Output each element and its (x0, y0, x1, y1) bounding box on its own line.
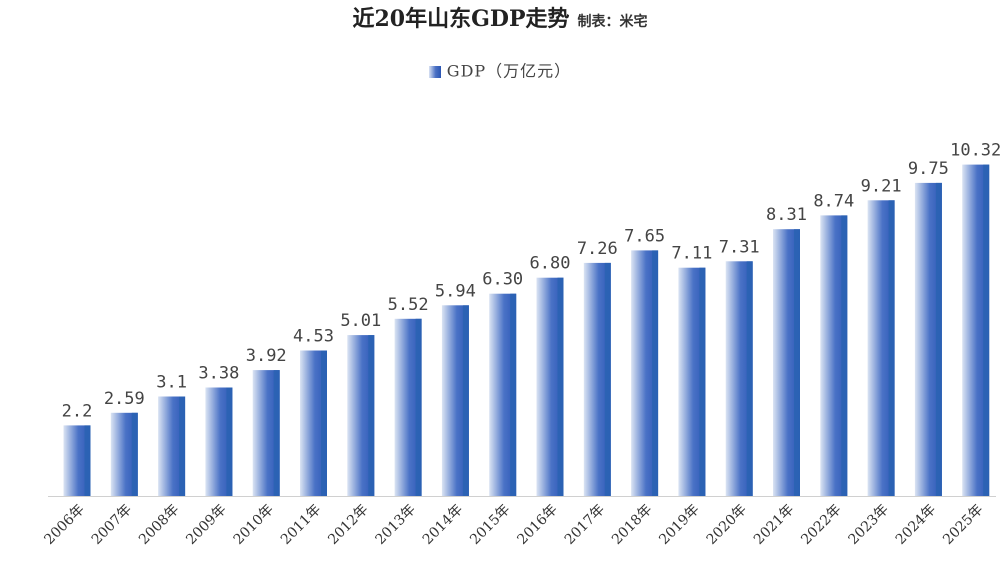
tick-label-2007年: 2007年 (89, 502, 135, 548)
value-label-2012年: 5.01 (340, 311, 381, 331)
tick-label-2016年: 2016年 (514, 502, 560, 548)
tick-label-2015年: 2015年 (467, 502, 513, 548)
chart-subtitle: 制表：米宅 (577, 14, 648, 30)
legend-label: GDP（万亿元） (446, 61, 572, 81)
bar-edge-2024年 (935, 182, 942, 496)
value-label-2015年: 6.30 (482, 270, 523, 290)
value-label-2014年: 5.94 (435, 281, 476, 301)
bar-edge-2018年 (652, 250, 659, 496)
bar-edge-2007年 (131, 412, 138, 496)
value-label-2013年: 5.52 (388, 295, 429, 315)
bar-edge-2022年 (841, 215, 848, 496)
bar-edge-2014年 (462, 305, 469, 496)
value-label-2008年: 3.1 (156, 373, 187, 393)
bar-edge-2023年 (888, 200, 895, 497)
tick-label-2019年: 2019年 (656, 502, 702, 548)
tick-label-2011年: 2011年 (278, 502, 324, 548)
bar-edge-2025年 (983, 164, 990, 496)
bar-edge-2008年 (179, 396, 186, 496)
value-labels: 2.2 2.59 3.1 3.38 3.92 4.53 5.01 5.52 5.94 6.30 6.… (62, 141, 1000, 422)
chart-header: 近20年山东GDP走势 制表：米宅 (0, 2, 1000, 39)
bar-edge-2012年 (368, 335, 375, 496)
value-label-2021年: 8.31 (766, 205, 807, 225)
bar-edge-2019年 (699, 267, 706, 496)
value-label-2025年: 10.32 (950, 141, 1000, 161)
legend-swatch (428, 65, 441, 78)
legend: GDP（万亿元） (0, 58, 1000, 85)
value-label-2006年: 2.2 (62, 401, 93, 421)
tick-label-2009年: 2009年 (183, 502, 229, 548)
value-label-2007年: 2.59 (104, 389, 145, 409)
bar-edge-2011年 (321, 350, 327, 496)
bar-edge-2020年 (746, 261, 753, 496)
bar-edge-2006年 (84, 425, 91, 496)
tick-label-2018年: 2018年 (609, 502, 655, 548)
tick-label-2024年: 2024年 (893, 502, 939, 548)
tick-label-2008年: 2008年 (136, 502, 182, 548)
value-label-2023年: 9.21 (861, 176, 902, 196)
x-axis-ticks: 2006年 2007年 2008年 2009年 2010年 2011年 2012年 2013年… (41, 502, 986, 548)
tick-label-2010年: 2010年 (231, 502, 277, 548)
value-label-2020年: 7.31 (719, 237, 760, 257)
bar-edge-2016年 (557, 277, 564, 496)
tick-label-2013年: 2013年 (373, 502, 419, 548)
value-label-2016年: 6.80 (530, 254, 571, 274)
value-label-2018年: 7.65 (624, 226, 665, 246)
chart-title: 近20年山东GDP走势 (352, 6, 570, 32)
value-label-2009年: 3.38 (198, 364, 239, 384)
tick-label-2025年: 2025年 (940, 502, 986, 548)
value-label-2024年: 9.75 (908, 159, 949, 179)
bar-edge-2015年 (510, 293, 517, 496)
value-label-2019年: 7.11 (671, 244, 712, 264)
value-label-2022年: 8.74 (813, 191, 854, 211)
bar-edge-2010年 (273, 370, 280, 496)
bar-edge-2017年 (604, 262, 611, 496)
tick-label-2021年: 2021年 (751, 502, 797, 548)
tick-label-2012年: 2012年 (325, 502, 371, 548)
value-label-2011年: 4.53 (293, 327, 334, 347)
bar-edge-2013年 (415, 318, 422, 496)
tick-label-2006年: 2006年 (41, 502, 87, 548)
tick-label-2014年: 2014年 (420, 502, 466, 548)
bars (63, 164, 990, 497)
tick-label-2023年: 2023年 (846, 502, 892, 548)
tick-label-2020年: 2020年 (704, 502, 750, 548)
tick-label-2017年: 2017年 (562, 502, 608, 548)
bar-edge-2009年 (226, 387, 233, 496)
value-label-2017年: 7.26 (577, 239, 618, 259)
tick-label-2022年: 2022年 (798, 502, 844, 548)
bar-edge-2021年 (794, 229, 800, 496)
value-label-2010年: 3.92 (246, 346, 287, 366)
